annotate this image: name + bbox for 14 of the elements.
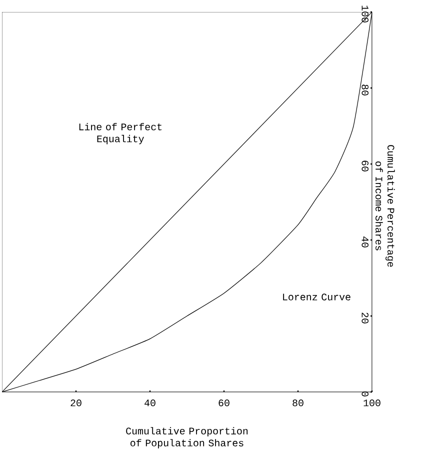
annotation: Line of Perfect Equality [79,122,162,144]
annotation: Lorenz Curve [283,294,350,300]
y-axis-title: Cumulative Percentage of Income Shares [376,145,395,267]
x-tick-label: 80 [292,400,304,406]
y-tick-label: 40 [362,236,368,248]
y-tick-label: 60 [362,160,368,172]
y-tick-label: 100 [362,6,368,22]
x-tick-label: 20 [70,400,82,406]
x-tick-label: 40 [144,400,156,406]
y-tick-label: 0 [362,392,368,396]
y-tick-label: 80 [362,84,368,96]
x-tick-label: 60 [218,400,230,406]
x-axis-title: Cumulative Proportion of Population Shares [126,427,248,448]
y-tick-label: 20 [362,312,368,324]
